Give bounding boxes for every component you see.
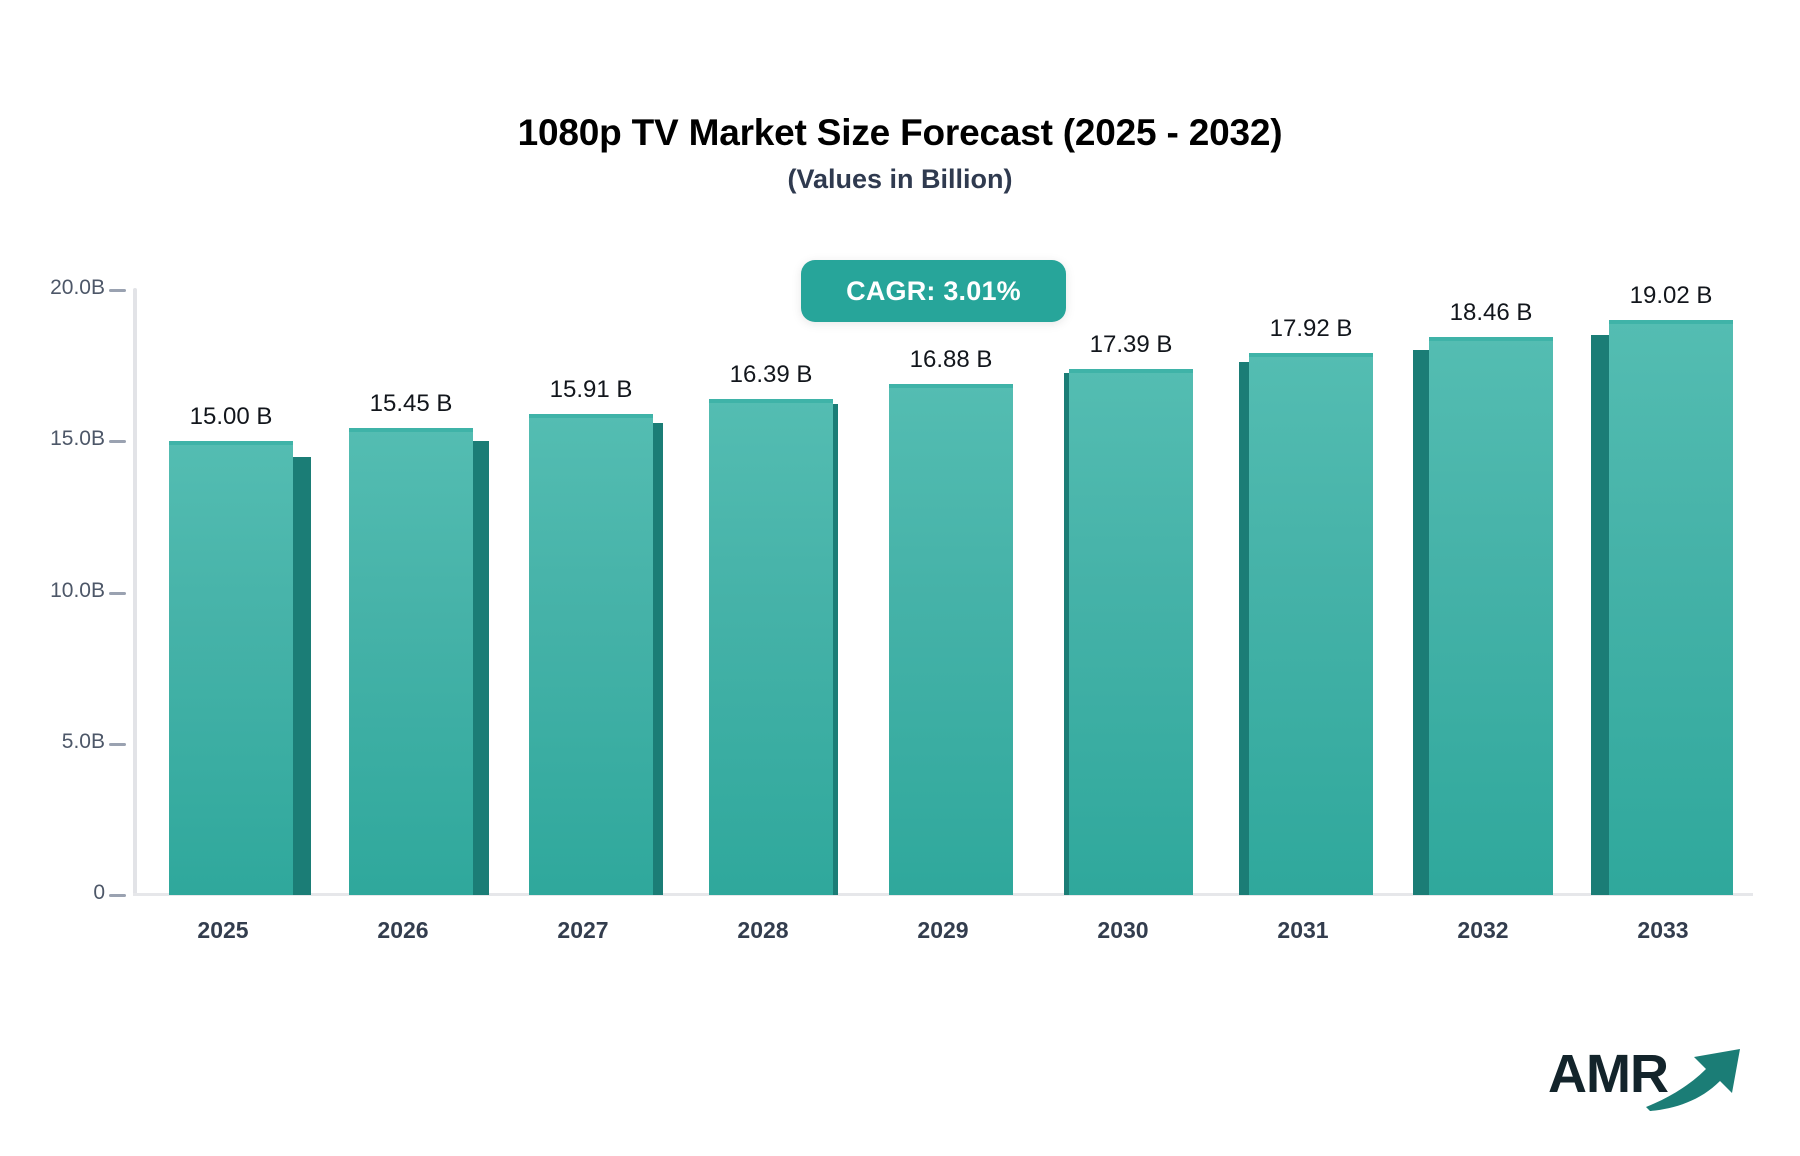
y-axis-tick-mark [109,894,126,897]
x-axis-tick-label: 2027 [557,917,609,943]
bar-top-cap [709,399,833,404]
bar [1413,336,1553,895]
y-axis-tick-mark [109,289,126,292]
bar-top-cap [1609,319,1733,324]
bar-side-face [1063,373,1069,895]
cagr-badge: CAGR: 3.01% [801,260,1066,322]
bar-value-label: 19.02 B [1629,281,1713,309]
bar [1238,352,1373,895]
bar-front-face [529,413,653,895]
y-axis-tick-label: 0 [93,881,105,904]
bar-front-face [1609,319,1733,895]
plot-area: 20.0B 15.0B 10.0B 5.0B 0 15.00 B 15.45 B 15.91… [50,276,1753,943]
bar-value-label: 15.00 B [189,403,273,431]
bar-front-face [1069,368,1193,895]
bar [529,413,664,895]
x-axis-tick-label: 2030 [1097,917,1149,943]
bar-side-face [1238,361,1249,895]
y-axis-tick-mark [109,591,126,595]
amr-logo: AMR [1548,1043,1748,1115]
chart-title: 1080p TV Market Size Forecast (2025 - 20… [517,112,1283,153]
cagr-badge-label: CAGR: 3.01% [846,275,1021,306]
x-axis-tick-label: 2028 [737,917,789,943]
x-axis-tick-label: 2025 [197,917,249,943]
bar-top-cap [349,427,473,432]
y-axis-tick-mark [109,440,126,444]
bar-side-face [1413,349,1429,895]
bar-top-cap [169,441,293,446]
x-axis-tick-label: 2031 [1277,917,1329,943]
bar-value-label: 18.46 B [1449,298,1533,326]
bar-top-cap [889,384,1013,389]
chart-subtitle: (Values in Billion) [787,164,1013,194]
y-axis-tick-label: 10.0B [50,578,105,602]
bar-side-face [833,403,839,895]
bar-side-face [293,456,311,895]
y-axis-line [133,288,137,895]
bar-value-label: 17.39 B [1089,330,1173,358]
bar [349,427,489,895]
bar [889,384,1013,895]
amr-logo-text: AMR [1548,1044,1669,1104]
y-axis-tick-label: 15.0B [50,427,105,451]
y-axis-tick-mark [109,742,126,746]
bar-value-label: 15.91 B [549,375,633,403]
bar-top-cap [1069,368,1193,373]
x-axis-tick-label: 2032 [1457,917,1509,943]
bar-front-face [1249,352,1373,895]
bar-side-face [653,422,664,895]
bar-front-face [169,441,293,895]
y-axis-tick-label: 20.0B [50,276,105,299]
bar-top-cap [1429,336,1553,341]
growth-arrow-icon [1644,1045,1748,1116]
bar-value-label: 16.88 B [909,346,993,374]
bar-value-label: 17.92 B [1269,314,1353,342]
x-axis-tick-label: 2029 [917,917,969,943]
bar [169,441,311,895]
x-axis-tick-label: 2033 [1637,917,1689,943]
bar-value-label: 16.39 B [729,361,813,389]
y-axis-tick-label: 5.0B [61,729,105,753]
x-axis-tick-label: 2026 [377,917,429,943]
bar-front-face [349,427,473,895]
bar-top-cap [529,413,653,418]
bar [1063,368,1193,895]
bar-front-face [889,384,1013,895]
bar-front-face [709,399,833,895]
bar-top-cap [1249,352,1373,357]
bar-side-face [473,440,489,895]
bar-value-label: 15.45 B [369,389,453,417]
bar [709,399,839,895]
bar-front-face [1429,336,1553,895]
bar-side-face [1591,334,1609,895]
bar [1591,319,1733,895]
